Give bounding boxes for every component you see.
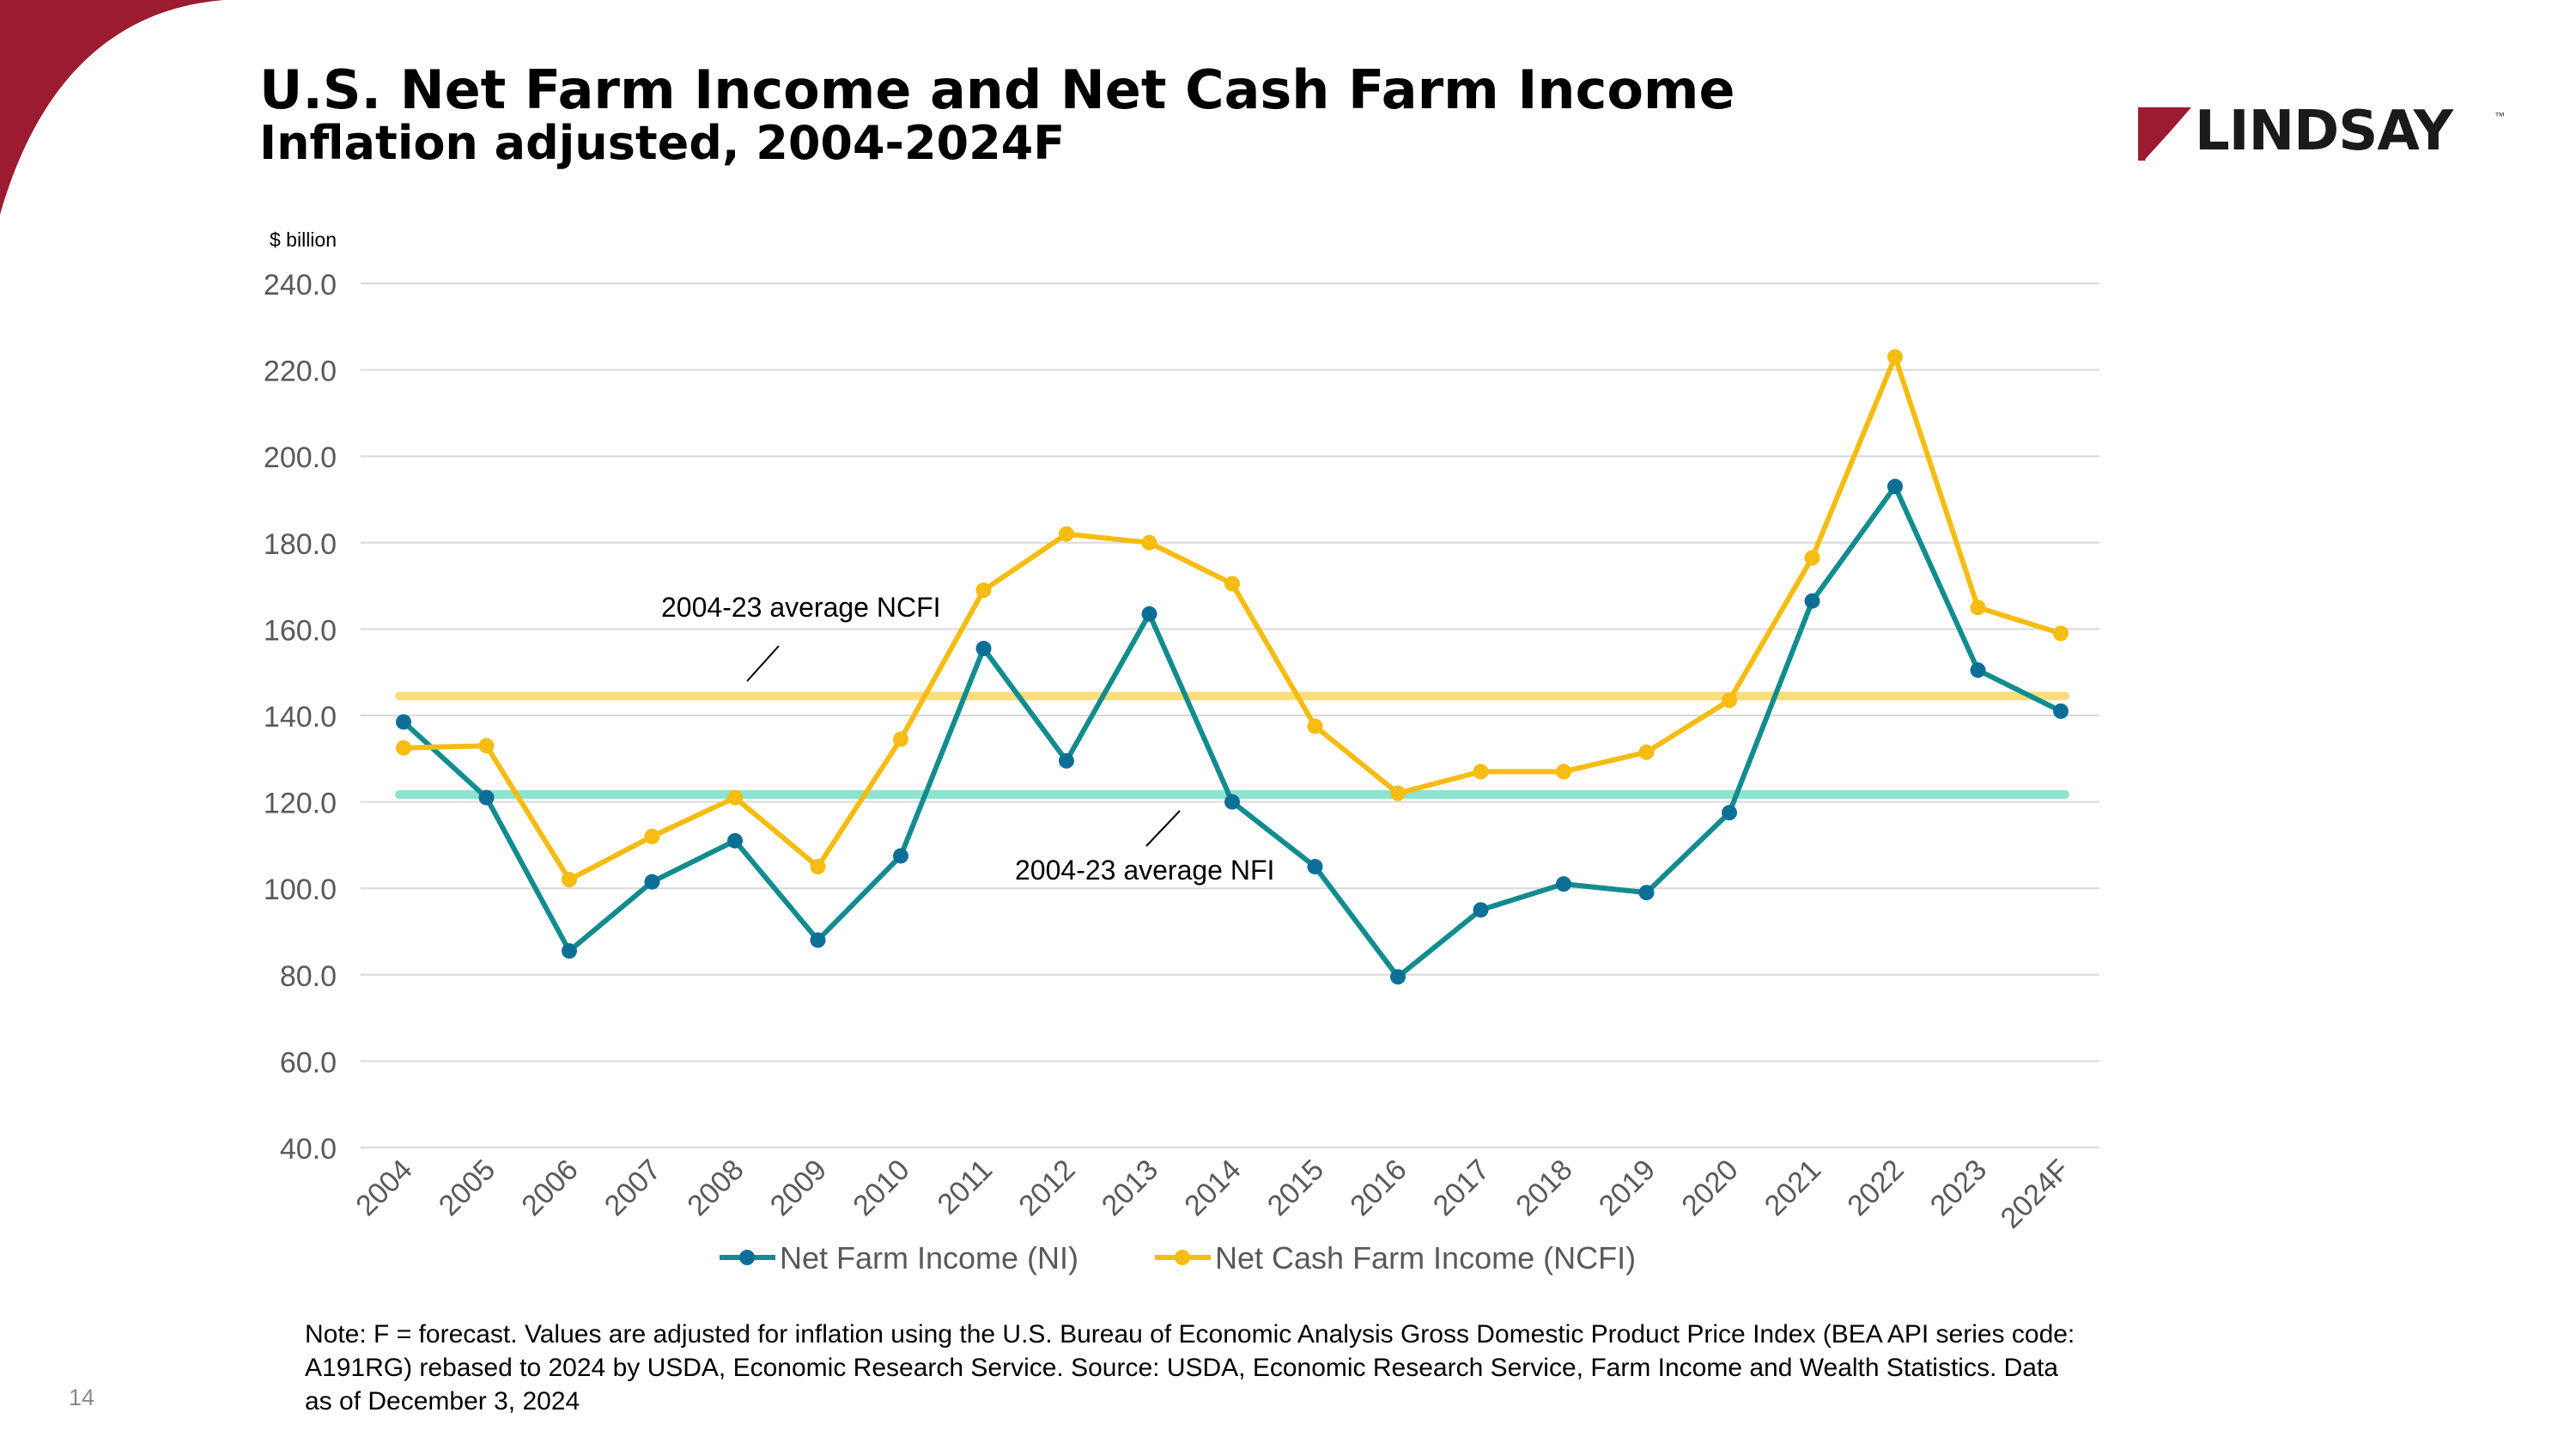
x-tick-label: 2004: [349, 1154, 418, 1222]
x-tick-label: 2011: [932, 1154, 999, 1221]
x-tick-label: 2013: [1096, 1154, 1164, 1222]
y-tick-label: 220.0: [264, 356, 337, 388]
ncfi-series-point: [1722, 692, 1737, 709]
ncfi-series-point: [1970, 600, 1986, 616]
lindsay-logo-text: LINDSAY: [2195, 100, 2453, 163]
ncfi-series-point: [562, 872, 577, 888]
ni-series-point: [644, 874, 660, 890]
ncfi-series-point: [644, 828, 660, 844]
ni-series-point: [727, 832, 743, 849]
data-series: [396, 349, 2069, 985]
ni-series-point: [1804, 593, 1820, 609]
x-tick-label: 2018: [1510, 1154, 1578, 1222]
annotation-average-ncfi: 2004-23 average NCFI: [661, 592, 941, 623]
y-tick-label: 200.0: [264, 441, 337, 474]
footnote-source: Note: F = forecast. Values are adjusted …: [305, 1320, 2075, 1416]
gridlines: [361, 283, 2099, 1148]
ncfi-series-point: [893, 731, 908, 747]
page-number: 14: [69, 1385, 95, 1410]
corner-accent-shape: [0, 0, 225, 215]
x-tick-label: 2021: [1759, 1154, 1827, 1222]
y-tick-label: 240.0: [264, 269, 337, 301]
ncfi-series-point: [396, 740, 411, 756]
x-tick-label: 2009: [764, 1154, 833, 1222]
ni-series-point: [1473, 902, 1489, 918]
ni-series-point: [1390, 969, 1406, 985]
y-tick-label: 160.0: [264, 614, 337, 647]
ni-series-point: [975, 641, 992, 657]
x-tick-label: 2020: [1675, 1154, 1744, 1222]
ni-series-point: [562, 943, 577, 959]
y-tick-label: 120.0: [264, 788, 337, 820]
annotation-average-nfi: 2004-23 average NFI: [1015, 855, 1274, 886]
legend-label: Net Farm Income (NI): [780, 1240, 1078, 1275]
ncfi-series-point: [478, 738, 495, 754]
x-tick-label: 2007: [598, 1154, 667, 1222]
x-tick-label: 2016: [1344, 1154, 1413, 1222]
ncfi-series-point: [810, 859, 826, 875]
ncfi-series-point: [1141, 534, 1157, 551]
ni-series-point: [1887, 478, 1903, 495]
ni-series-point: [810, 932, 826, 948]
ncfi-series-point: [1224, 575, 1240, 592]
lindsay-logo-mark: [2138, 107, 2193, 162]
y-axis-ticks: 240.0 220.0 200.0 180.0 160.0 140.0 120.0 100.0…: [264, 269, 337, 1166]
slide-subtitle: Inflation adjusted, 2004-2024F: [259, 116, 1066, 170]
x-tick-label: 2022: [1841, 1154, 1910, 1222]
x-axis-ticks: 2004 2005 2006 2007 2008 2009 2010 2011 2012 2013…: [349, 1154, 2075, 1235]
ni-series-point: [1307, 859, 1323, 875]
ncfi-series-point: [1556, 764, 1571, 780]
ni-series-point: [396, 714, 411, 730]
annotation-leader-nfi: [1145, 810, 1181, 847]
x-tick-label: 2008: [681, 1154, 750, 1222]
x-tick-label: 2024F: [1995, 1154, 2076, 1235]
ncfi-series-point: [1638, 744, 1655, 760]
ni-series-point: [1141, 606, 1157, 622]
ncfi-series-point: [1473, 764, 1489, 780]
x-tick-label: 2010: [847, 1154, 915, 1222]
ni-series-point: [893, 848, 908, 864]
ncfi-series-point: [2053, 625, 2069, 642]
y-axis-unit-label: $ billion: [270, 228, 337, 251]
ni-series-point: [1970, 662, 1986, 679]
ni-series-point: [1224, 794, 1240, 810]
trademark-symbol: ™: [2494, 110, 2505, 122]
y-tick-label: 140.0: [264, 701, 337, 734]
y-tick-label: 100.0: [264, 874, 337, 906]
y-tick-label: 80.0: [280, 960, 337, 993]
ncfi-series-point: [1804, 550, 1820, 566]
ncfi-series-point: [975, 582, 992, 599]
ni-series-point: [478, 789, 495, 806]
ncfi-series-point: [1059, 526, 1074, 542]
ncfi-series-point: [727, 789, 743, 806]
average-reference-lines: [395, 691, 2069, 800]
ncfi-series-point: [1307, 718, 1323, 734]
slide-title: U.S. Net Farm Income and Net Cash Farm I…: [259, 58, 1735, 121]
ni-series-point: [1556, 876, 1571, 892]
x-tick-label: 2014: [1178, 1154, 1247, 1222]
x-tick-label: 2012: [1012, 1154, 1081, 1222]
ni-series-point: [1059, 752, 1074, 769]
y-tick-label: 60.0: [280, 1046, 337, 1079]
legend-swatch-marker: [1175, 1250, 1190, 1265]
x-tick-label: 2017: [1427, 1154, 1496, 1222]
x-tick-label: 2023: [1924, 1154, 1993, 1222]
ncfi-series-point: [1390, 785, 1406, 801]
chart-annotations: 2004-23 average NCFI 2004-23 average NFI: [661, 592, 1274, 886]
chart-legend: Net Farm Income (NI) Net Cash Farm Income…: [720, 1240, 1636, 1275]
annotation-leader-ncfi: [746, 645, 780, 682]
ni-series-point: [1722, 805, 1737, 821]
y-tick-label: 180.0: [264, 528, 337, 561]
ni-series-point: [1638, 885, 1655, 901]
x-tick-label: 2015: [1261, 1154, 1330, 1222]
x-tick-label: 2006: [515, 1154, 584, 1222]
y-tick-label: 40.0: [280, 1133, 337, 1166]
ncfi-series-point: [1887, 349, 1903, 365]
x-tick-label: 2005: [433, 1154, 501, 1222]
x-tick-label: 2019: [1593, 1154, 1662, 1222]
legend-label: Net Cash Farm Income (NCFI): [1215, 1240, 1636, 1275]
legend-swatch-marker: [739, 1250, 755, 1265]
ni-series-point: [2053, 703, 2069, 719]
